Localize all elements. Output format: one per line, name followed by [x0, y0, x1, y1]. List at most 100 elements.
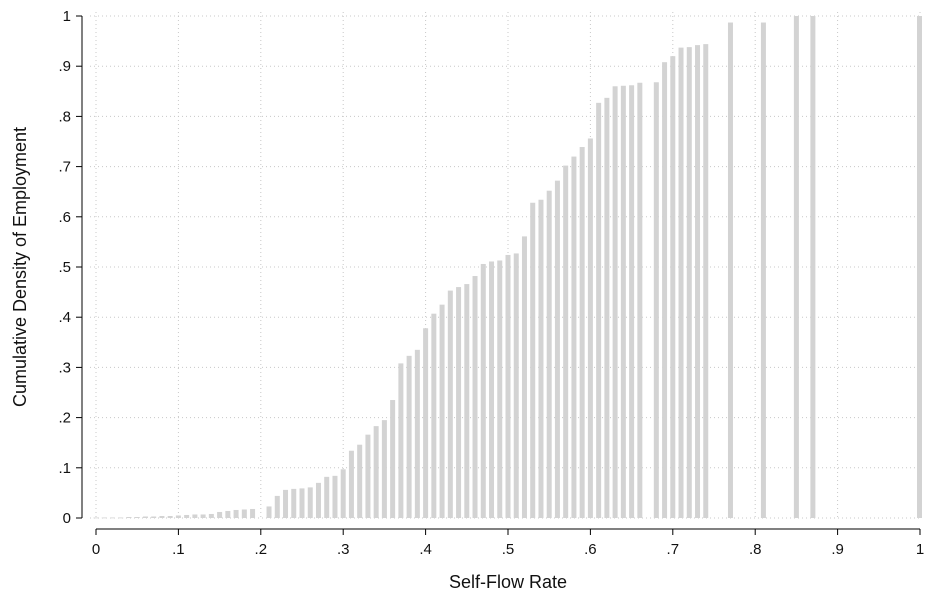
y-tick-label: .1 — [58, 460, 71, 477]
bar — [546, 190, 552, 519]
bar — [390, 400, 396, 518]
bar — [439, 304, 445, 518]
x-tick-label: .9 — [831, 541, 844, 558]
bar — [917, 16, 922, 518]
bar — [184, 514, 190, 518]
bar — [217, 511, 223, 518]
bar — [612, 86, 618, 518]
bar — [381, 420, 387, 518]
bar — [604, 97, 610, 519]
bar — [101, 517, 107, 519]
bar — [414, 349, 420, 518]
bar — [662, 62, 668, 519]
x-tick-label: .7 — [667, 541, 680, 558]
y-tick-label: .9 — [58, 58, 71, 75]
bar — [250, 508, 256, 518]
bar — [109, 517, 115, 519]
bar — [299, 488, 305, 518]
bar — [142, 516, 148, 518]
bar — [274, 495, 280, 518]
x-tick-label: 1 — [916, 541, 924, 558]
y-tick-label: .3 — [58, 359, 71, 376]
bar — [620, 85, 626, 518]
bar — [760, 22, 766, 518]
bar — [686, 47, 692, 519]
y-axis-title: Cumulative Density of Employment — [10, 127, 30, 407]
bar — [678, 47, 684, 518]
bar — [579, 147, 585, 518]
bar — [167, 515, 173, 518]
bar — [793, 16, 799, 518]
bar — [480, 263, 486, 518]
bar — [538, 199, 544, 518]
bar — [406, 355, 412, 518]
x-tick-label: .6 — [584, 541, 597, 558]
bar — [373, 426, 379, 518]
bar — [151, 516, 157, 518]
bar — [241, 509, 247, 518]
x-tick-label: .8 — [749, 541, 762, 558]
bar — [159, 515, 165, 518]
bar — [464, 284, 470, 518]
bar — [670, 56, 676, 518]
bar — [472, 276, 478, 518]
bar — [357, 444, 363, 518]
bar — [93, 517, 99, 519]
bar — [653, 82, 659, 518]
bar — [489, 261, 495, 518]
x-tick-label: .5 — [502, 541, 515, 558]
bar — [233, 509, 239, 518]
bar — [126, 516, 132, 518]
bar — [456, 287, 462, 518]
bar — [324, 476, 330, 518]
bar — [810, 16, 816, 518]
bar — [571, 156, 577, 518]
bar — [175, 515, 181, 518]
bar — [134, 516, 140, 518]
x-tick-label: .3 — [337, 541, 350, 558]
y-tick-label: .7 — [58, 159, 71, 176]
y-tick-label: .8 — [58, 108, 71, 125]
bar — [505, 254, 511, 518]
bar — [340, 469, 346, 518]
bar — [365, 434, 371, 518]
bar — [423, 328, 429, 518]
bar — [398, 363, 404, 518]
y-axis-ticks: 0 .1 .2 .3 .4 .5 .6 .7 .8 .9 1 — [58, 8, 82, 527]
bars — [93, 16, 922, 519]
y-tick-label: .6 — [58, 209, 71, 226]
bar — [695, 45, 701, 519]
y-tick-label: 0 — [63, 510, 71, 527]
x-tick-label: .1 — [172, 541, 185, 558]
bar — [307, 487, 313, 518]
bar — [208, 513, 214, 518]
x-tick-label: .4 — [419, 541, 432, 558]
x-tick-label: .2 — [255, 541, 268, 558]
bar — [200, 514, 206, 518]
y-tick-label: 1 — [63, 8, 71, 25]
bar — [521, 236, 527, 519]
bar — [629, 85, 635, 518]
bar — [225, 510, 231, 518]
x-axis-ticks: 0 .1 .2 .3 .4 .5 .6 .7 .8 .9 1 — [92, 529, 924, 558]
bar — [118, 517, 124, 519]
y-tick-label: .4 — [58, 309, 71, 326]
bar — [315, 482, 321, 518]
bar — [554, 180, 560, 518]
bar — [431, 313, 437, 518]
bar — [513, 253, 519, 519]
bar — [727, 22, 733, 518]
x-axis-title: Self-Flow Rate — [449, 572, 567, 592]
bar — [291, 488, 297, 518]
x-tick-label: 0 — [92, 541, 100, 558]
bar — [348, 450, 354, 518]
bar — [703, 44, 709, 518]
y-tick-label: .2 — [58, 410, 71, 427]
bar — [637, 82, 643, 519]
bar — [596, 102, 602, 518]
bar — [283, 489, 289, 518]
bar — [332, 475, 338, 518]
y-tick-label: .5 — [58, 259, 71, 276]
